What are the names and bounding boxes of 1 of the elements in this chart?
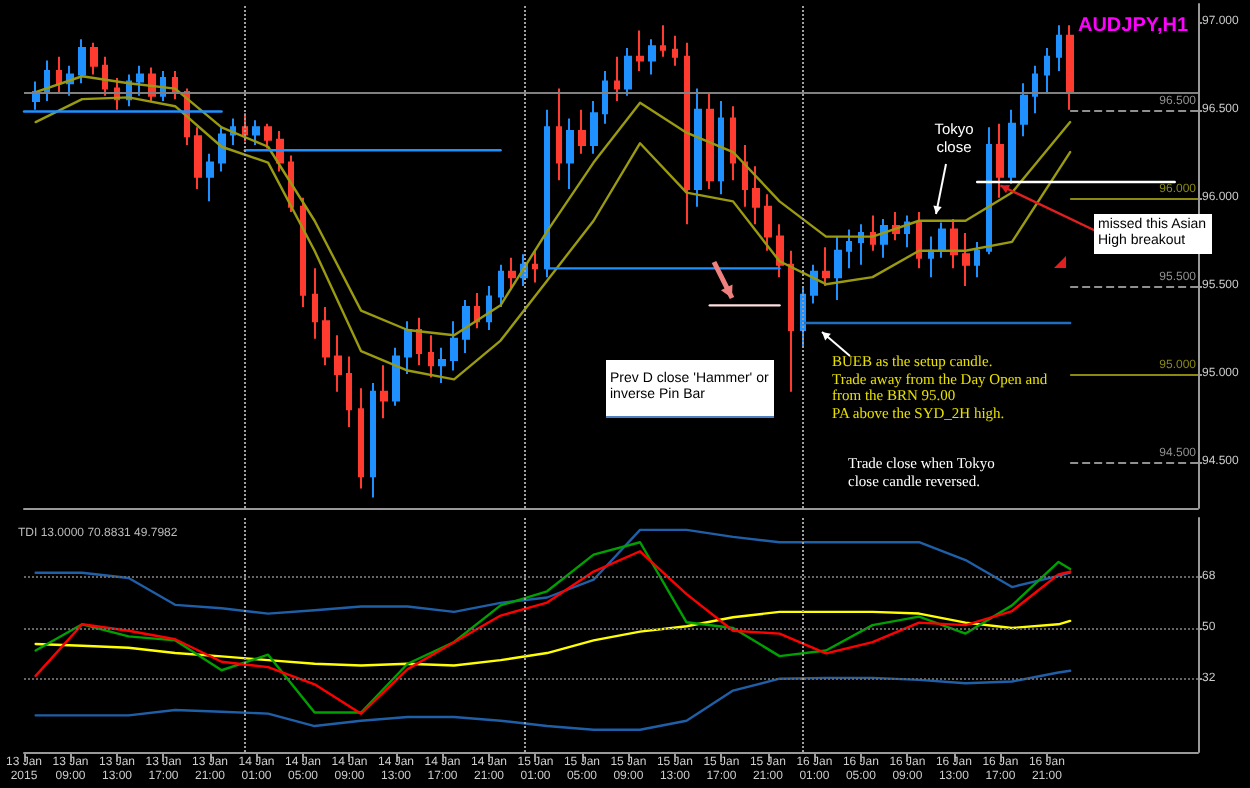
text: AUDJPY,H1 <box>1077 15 1189 37</box>
